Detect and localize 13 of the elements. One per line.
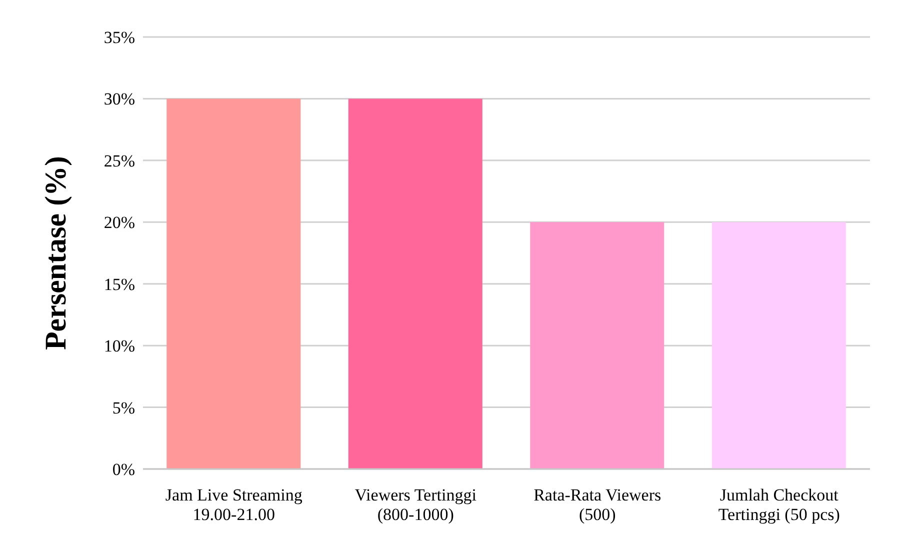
y-tick-label: 35% [104, 28, 135, 48]
y-tick-label: 10% [104, 336, 135, 356]
y-tick-label: 0% [112, 460, 135, 480]
x-tick-label: Jumlah Checkout Tertinggi (50 pcs) [718, 485, 840, 524]
y-axis-title: Persentase (%) [40, 156, 73, 350]
y-tick-label: 15% [104, 274, 135, 294]
y-tick-label: 30% [104, 90, 135, 109]
y-tick-label: 5% [112, 398, 135, 418]
x-tick-label: Jam Live Streaming 19.00-21.00 [165, 485, 303, 524]
x-tick-label: Viewers Tertinggi (800-1000) [354, 485, 477, 524]
y-tick-label: 25% [104, 151, 135, 170]
x-tick-label: Rata-Rata Viewers (500) [534, 485, 662, 524]
y-tick-label: 20% [104, 213, 135, 232]
